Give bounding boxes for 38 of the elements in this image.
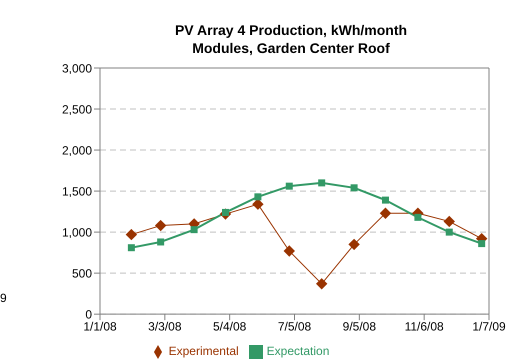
point (284, 245, 295, 256)
legend-label: Expectation (266, 344, 330, 358)
point (286, 182, 293, 190)
chart-title: PV Array 4 Production, kWh/month (174, 21, 408, 39)
point (444, 216, 455, 227)
point (380, 208, 391, 219)
point (350, 184, 358, 192)
point (382, 196, 389, 204)
x-tick-label: 11/6/08 (404, 320, 444, 334)
chart-subtitle: Modules, Garden Center Roof (191, 39, 391, 57)
y-tick-label: 1,000 (62, 225, 92, 240)
point (316, 278, 328, 290)
y-tick-label: 1,500 (62, 184, 92, 198)
x-tick-label: 7/5/08 (278, 320, 312, 334)
point (414, 214, 422, 221)
text: 9 (0, 291, 7, 305)
y-tick-label: 0 (85, 307, 92, 322)
x-tick-label: 5/4/08 (212, 320, 247, 334)
point (446, 228, 453, 236)
y-tick-label: 2,000 (62, 143, 92, 158)
x-tick-label: 1/7/09 (472, 320, 506, 334)
x-tick-label: 3/3/08 (148, 320, 182, 334)
y-tick-label: 500 (72, 266, 92, 280)
point (128, 244, 135, 252)
point (126, 229, 137, 240)
y-tick-label: 3,000 (62, 61, 92, 76)
point (190, 226, 198, 234)
point (254, 193, 262, 200)
x-tick-label: 1/1/08 (83, 320, 117, 334)
point (318, 179, 326, 186)
x-tick-label: 9/5/08 (342, 320, 376, 334)
point (478, 240, 486, 248)
point (155, 220, 166, 232)
legend-label: Experimental (168, 344, 239, 358)
y-tick-label: 2,500 (62, 102, 92, 116)
point (252, 198, 264, 210)
point (157, 238, 164, 246)
point (348, 238, 360, 250)
